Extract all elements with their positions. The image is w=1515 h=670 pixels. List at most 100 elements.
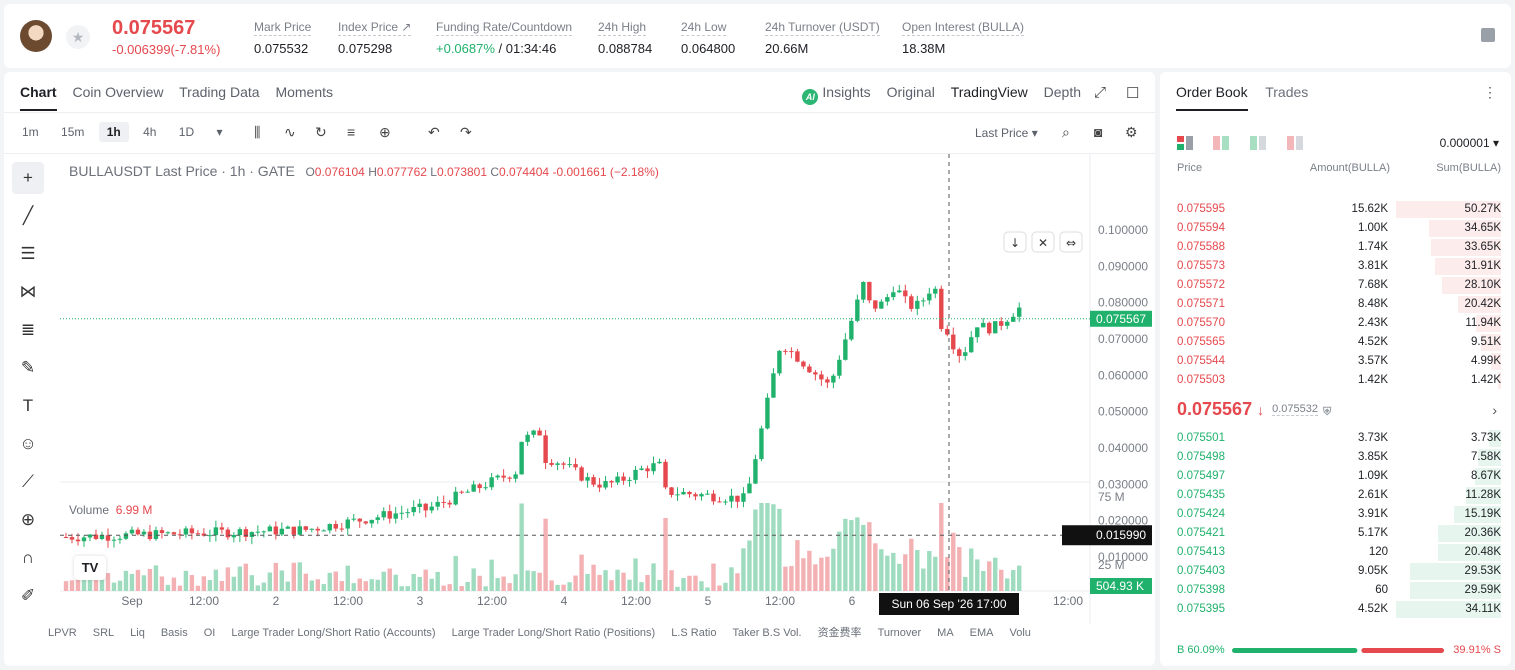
bid-row[interactable]: 0.075498 3.85K 7.58K — [1160, 448, 1511, 467]
text-icon[interactable]: T — [22, 396, 34, 415]
book-layout-icons[interactable] — [1177, 134, 1307, 152]
bid-row[interactable]: 0.075435 2.61K 11.28K — [1160, 486, 1511, 505]
guide-book-icon[interactable] — [1481, 28, 1495, 42]
candlestick-chart[interactable]: 0.100000 0.090000 0.080000 0.070000 0.060000… — [60, 154, 1155, 624]
tf-4h[interactable]: 4h — [143, 125, 157, 139]
tab-chart[interactable]: Chart — [20, 84, 57, 111]
candle-body — [333, 524, 338, 529]
volume-bar — [93, 577, 99, 591]
ask-row[interactable]: 0.075571 8.48K 20.42K — [1160, 295, 1511, 314]
ask-row[interactable]: 0.075544 3.57K 4.99K — [1160, 352, 1511, 371]
magnet-icon[interactable]: ∩ — [21, 548, 35, 567]
volume-bar — [939, 503, 944, 591]
chevron-right-icon[interactable]: › — [1492, 402, 1497, 418]
trendline-icon[interactable]: ╱ — [22, 206, 34, 225]
camera-icon[interactable]: ◙ — [1094, 124, 1103, 140]
bid-row[interactable]: 0.075421 5.17K 20.36K — [1160, 524, 1511, 543]
bid-row[interactable]: 0.075398 60 29.59K — [1160, 581, 1511, 600]
tab-depth[interactable]: Depth — [1043, 84, 1081, 100]
tab-trades[interactable]: Trades — [1265, 84, 1309, 100]
add-indicator-icon[interactable]: ⊕ — [379, 124, 391, 140]
fib-icon[interactable]: ≣ — [20, 320, 36, 339]
sum-cell: 3.73K — [1470, 432, 1501, 444]
last-price-selector[interactable]: Last Price ▾ — [975, 126, 1038, 140]
tf-15m[interactable]: 15m — [61, 125, 85, 139]
candle-body — [1017, 307, 1022, 317]
indicator-6[interactable]: Large Trader Long/Short Ratio (Positions… — [451, 627, 656, 639]
bid-row[interactable]: 0.075424 3.91K 15.19K — [1160, 505, 1511, 524]
crosshair-icon[interactable]: + — [12, 162, 44, 194]
stat-label[interactable]: Funding Rate/Countdown — [436, 20, 573, 36]
indicator-8[interactable]: Taker B.S Vol. — [732, 627, 802, 639]
volume-bar — [87, 576, 93, 591]
favorite-star-icon[interactable]: ★ — [66, 25, 90, 49]
indicator-5[interactable]: Large Trader Long/Short Ratio (Accounts) — [231, 627, 436, 639]
ask-row[interactable]: 0.075572 7.68K 28.10K — [1160, 276, 1511, 295]
bid-row[interactable]: 0.075403 9.05K 29.53K — [1160, 562, 1511, 581]
tf-1d[interactable]: 1D — [178, 125, 195, 139]
indicators-icon[interactable]: ∿ — [284, 124, 296, 140]
tab-trading-data[interactable]: Trading Data — [179, 84, 260, 100]
tab-tradingview[interactable]: TradingView — [950, 84, 1028, 100]
pattern-icon[interactable]: ⋈ — [19, 282, 37, 301]
volume-bar — [969, 548, 974, 591]
tf-dropdown-icon[interactable]: ▾ — [216, 125, 223, 139]
indicator-10[interactable]: Turnover — [877, 627, 922, 639]
tab-moments[interactable]: Moments — [275, 84, 334, 100]
brush-icon[interactable]: ✎ — [20, 358, 36, 377]
ask-row[interactable]: 0.075594 1.00K 34.65K — [1160, 219, 1511, 238]
indicator-4[interactable]: OI — [203, 627, 216, 639]
indicator-7[interactable]: L.S Ratio — [671, 627, 717, 639]
expand-icon[interactable]: ⤢ — [1094, 84, 1107, 101]
bid-row[interactable]: 0.075501 3.73K 3.73K — [1160, 429, 1511, 448]
ruler-icon[interactable]: ⟋ — [22, 472, 34, 491]
candle-type-icon[interactable]: ⫼ — [254, 124, 261, 140]
indicator-13[interactable]: Volu — [1009, 627, 1031, 639]
candle-body — [783, 350, 788, 352]
ask-row[interactable]: 0.075565 4.52K 9.51K — [1160, 333, 1511, 352]
emoji-icon[interactable]: ☺ — [19, 434, 37, 453]
redo-icon[interactable]: ↷ — [460, 124, 472, 140]
ask-row[interactable]: 0.075588 1.74K 33.65K — [1160, 238, 1511, 257]
ask-row[interactable]: 0.075573 3.81K 31.91K — [1160, 257, 1511, 276]
search-icon[interactable]: ⌕ — [1062, 124, 1070, 140]
volume-bar — [261, 582, 267, 591]
candle-body — [489, 477, 494, 488]
tf-1m[interactable]: 1m — [22, 125, 39, 139]
indicator-12[interactable]: EMA — [969, 627, 994, 639]
tf-1h[interactable]: 1h — [98, 122, 129, 142]
undo-icon[interactable]: ↶ — [428, 124, 440, 140]
indicator-11[interactable]: MA — [937, 627, 954, 639]
precision-selector[interactable]: 0.000001 ▾ — [1439, 136, 1499, 150]
indicator-3[interactable]: Basis — [160, 627, 188, 639]
ask-row[interactable]: 0.075503 1.42K 1.42K — [1160, 371, 1511, 390]
zoom-icon[interactable]: ⊕ — [20, 510, 36, 529]
indicator-2[interactable]: Liq — [130, 627, 145, 639]
indicator-1[interactable]: SRL — [92, 627, 115, 639]
stat-label[interactable]: Mark Price — [254, 20, 312, 36]
bid-row[interactable]: 0.075413 120 20.48K — [1160, 543, 1511, 562]
tab-coin-overview[interactable]: Coin Overview — [72, 84, 164, 100]
ask-row[interactable]: 0.075570 2.43K 11.94K — [1160, 314, 1511, 333]
indicator-0[interactable]: LPVR — [48, 627, 77, 639]
tab-insights[interactable]: AI Insights — [802, 84, 871, 105]
window-icon[interactable]: ☐ — [1126, 85, 1140, 102]
candle-body — [981, 322, 986, 328]
tab-order-book[interactable]: Order Book — [1176, 84, 1248, 111]
more-menu-icon[interactable]: ⋮ — [1483, 84, 1497, 100]
stat-label[interactable]: Open Interest (BULLA) — [902, 20, 1025, 36]
stat-label[interactable]: Index Price ↗ — [338, 20, 412, 36]
replay-icon[interactable]: ↻ — [315, 124, 327, 140]
pencil-lock-icon[interactable]: ✐ — [20, 586, 36, 605]
stat-label[interactable]: 24h Turnover (USDT) — [765, 20, 880, 36]
bid-row[interactable]: 0.075497 1.09K 8.67K — [1160, 467, 1511, 486]
template-icon[interactable]: ≡ — [347, 124, 356, 140]
ask-row[interactable]: 0.075595 15.62K 50.27K — [1160, 200, 1511, 219]
indicator-9[interactable]: 资金费率 — [817, 627, 862, 639]
tab-original[interactable]: Original — [886, 84, 935, 100]
horizontal-lines-icon[interactable]: ☰ — [20, 244, 36, 263]
settings-gear-icon[interactable]: ⚙ — [1125, 124, 1138, 140]
stat-label[interactable]: 24h Low — [681, 20, 727, 36]
bid-row[interactable]: 0.075395 4.52K 34.11K — [1160, 600, 1511, 619]
stat-label[interactable]: 24h High — [598, 20, 647, 36]
